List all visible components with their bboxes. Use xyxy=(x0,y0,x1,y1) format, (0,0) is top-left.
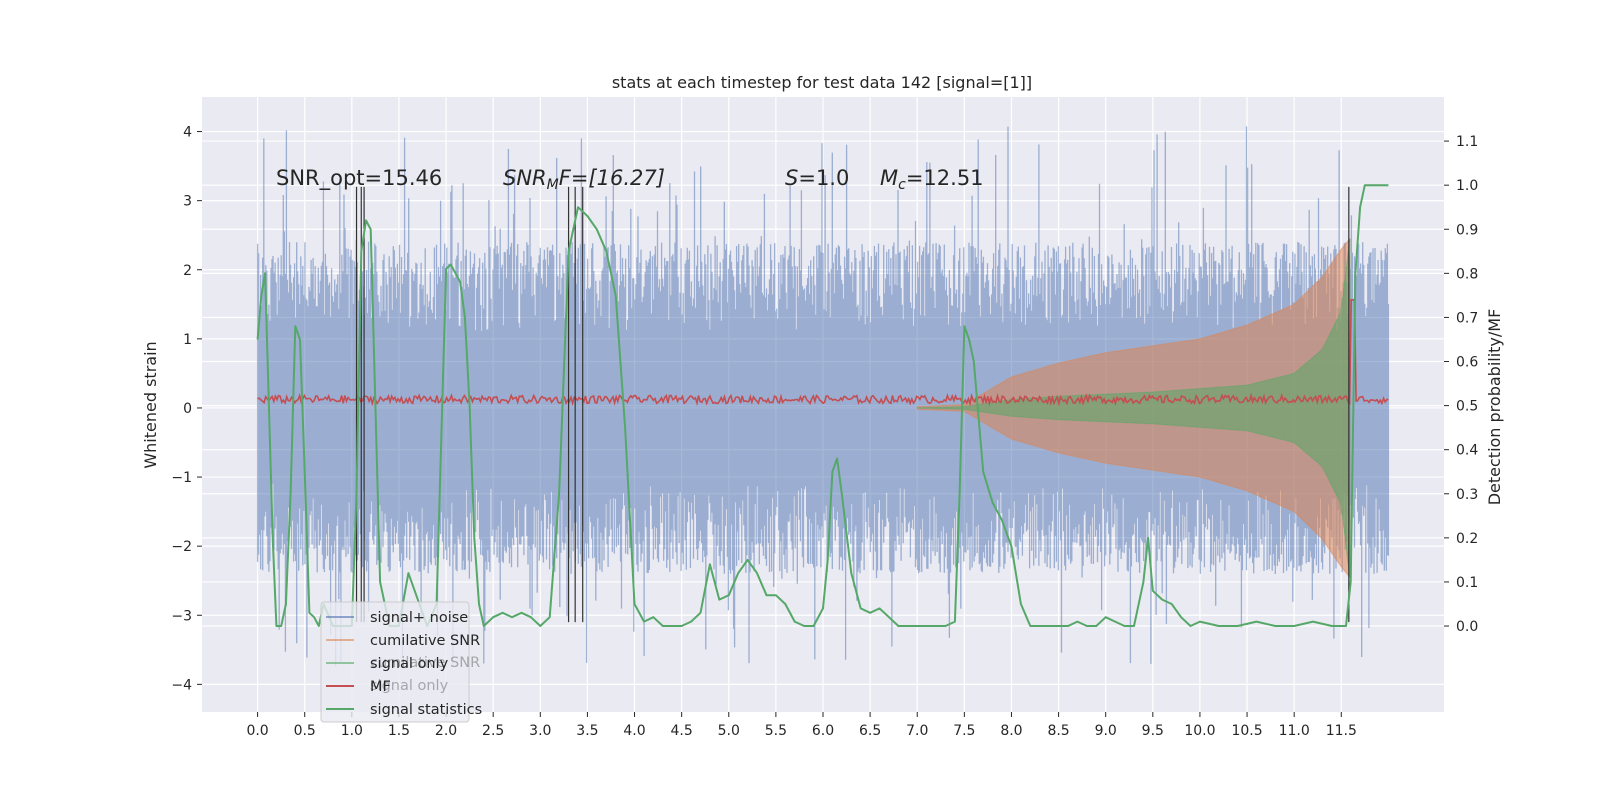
y-left-tick-label: 1 xyxy=(183,332,192,348)
y-left-tick-label: 2 xyxy=(183,263,192,279)
y-left-axis-label: Whitened strain xyxy=(141,341,160,468)
x-tick-label: 7.5 xyxy=(953,723,975,739)
annotation-snr-opt: SNR_opt=15.46 xyxy=(276,166,442,191)
x-tick-label: 2.5 xyxy=(482,723,504,739)
x-tick-label: 0.5 xyxy=(294,723,316,739)
y-right-tick-label: 0.1 xyxy=(1456,575,1478,591)
y-left-tick-label: −2 xyxy=(171,539,192,555)
x-tick-label: 9.5 xyxy=(1142,723,1164,739)
x-tick-label: 5.5 xyxy=(765,723,787,739)
y-right-tick-label: 1.1 xyxy=(1456,134,1478,150)
signal-statistics-series xyxy=(256,184,1389,627)
annotation-snr-mf: SNRMF=[16.27] xyxy=(503,166,665,193)
legend-label-signal-only: signal only xyxy=(370,656,449,672)
legend-box xyxy=(320,601,470,723)
signal-only-series xyxy=(917,238,1351,578)
x-tick-label: 8.0 xyxy=(1000,723,1022,739)
y-left-tick-label: −1 xyxy=(171,470,192,486)
y-right-axis-ticks: 0.0 0.1 0.2 0.3 0.4 0.5 0.6 0.7 0.8 0.9 1.0 1.1 xyxy=(1444,134,1478,635)
y-right-tick-label: 0.2 xyxy=(1456,531,1478,547)
x-tick-label: 8.5 xyxy=(1047,723,1069,739)
x-tick-label: 1.5 xyxy=(388,723,410,739)
x-tick-label: 6.5 xyxy=(859,723,881,739)
y-right-tick-label: 0.6 xyxy=(1456,355,1478,371)
x-tick-label: 1.0 xyxy=(341,723,363,739)
x-tick-label: 4.0 xyxy=(623,723,645,739)
x-tick-label: 10.0 xyxy=(1184,723,1215,739)
legend-ghost-label: cumilative SNR xyxy=(370,655,480,671)
y-left-tick-label: 3 xyxy=(183,194,192,210)
x-tick-label: 3.0 xyxy=(529,723,551,739)
y-left-tick-label: −4 xyxy=(171,677,192,693)
x-tick-label: 11.5 xyxy=(1326,723,1357,739)
legend: cumilative SNR signal only signal+ noise… xyxy=(320,601,482,723)
signal-only-lower-edge xyxy=(917,407,1351,578)
cumulative-snr-lower-edge xyxy=(917,408,1351,578)
y-right-tick-label: 0.8 xyxy=(1456,266,1478,282)
y-right-tick-label: 0.3 xyxy=(1456,487,1478,503)
cumulative-snr-upper-edge xyxy=(917,238,1351,408)
legend-label-signal-noise: signal+ noise xyxy=(370,610,468,626)
signal-statistics-line xyxy=(256,184,1389,627)
x-tick-label: 4.5 xyxy=(671,723,693,739)
mf-trace xyxy=(257,299,1389,407)
x-tick-label: 10.5 xyxy=(1231,723,1262,739)
y-right-tick-label: 0.9 xyxy=(1456,222,1478,238)
legend-ghost-label: signal only xyxy=(370,678,449,694)
y-left-tick-label: −3 xyxy=(171,608,192,624)
y-left-tick-label: 0 xyxy=(183,401,192,417)
y-right-tick-label: 0.7 xyxy=(1456,310,1478,326)
x-axis-ticks: 0.0 0.5 1.0 1.5 2.0 2.5 3.0 3.5 4.0 4.5 5.0 5.5 6.0 6… xyxy=(246,712,1357,739)
chart-title: stats at each timestep for test data 142… xyxy=(612,73,1032,92)
x-tick-label: 11.0 xyxy=(1279,723,1310,739)
x-tick-label: 0.0 xyxy=(246,723,268,739)
legend-label-mf: MF xyxy=(370,679,391,695)
legend-label-signal-statistics: signal statistics xyxy=(370,702,482,718)
legend-ghost-entries: cumilative SNR signal only xyxy=(370,655,480,694)
x-tick-label: 3.5 xyxy=(576,723,598,739)
signal-only-bars xyxy=(917,238,1351,578)
annotations: SNR_opt=15.46 SNRMF=[16.27] S=1.0 Mc=12.… xyxy=(276,166,984,193)
y-right-tick-label: 1.0 xyxy=(1456,178,1478,194)
y-right-tick-label: 0.4 xyxy=(1456,443,1478,459)
x-tick-label: 5.0 xyxy=(718,723,740,739)
y-left-tick-label: 4 xyxy=(183,125,192,141)
y-right-tick-label: 0.5 xyxy=(1456,399,1478,415)
y-right-tick-label: 0.0 xyxy=(1456,619,1478,635)
x-tick-label: 9.0 xyxy=(1095,723,1117,739)
annotation-s: S=1.0 xyxy=(785,166,849,190)
annotation-mc: Mc=12.51 xyxy=(880,166,984,193)
x-tick-label: 2.0 xyxy=(435,723,457,739)
mf-series xyxy=(257,299,1389,407)
y-left-axis-ticks: −4 −3 −2 −1 0 1 2 3 4 xyxy=(171,125,202,693)
y-right-axis-label: Detection probability/MF xyxy=(1485,309,1504,506)
x-tick-label: 7.0 xyxy=(906,723,928,739)
x-tick-label: 6.0 xyxy=(812,723,834,739)
legend-label-cumulative-snr: cumilative SNR xyxy=(370,633,480,649)
